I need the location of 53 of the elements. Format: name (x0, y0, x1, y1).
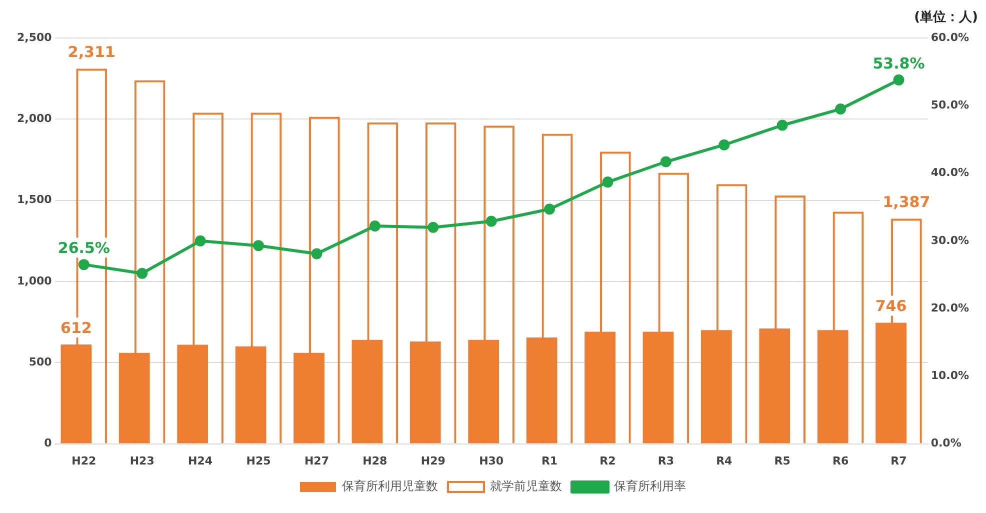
x-tick-label: H24 (188, 454, 213, 468)
x-tick-label: R1 (541, 454, 558, 468)
y-tick-label: 0 (44, 436, 52, 450)
y-tick-label: 2,500 (16, 30, 52, 44)
x-tick-label: H28 (362, 454, 388, 468)
text: (単位：人) (914, 9, 978, 27)
data-label: 1,387 (882, 193, 930, 212)
point (136, 268, 148, 279)
x-tick-label: R6 (832, 454, 849, 468)
y2-tick-label: 40.0% (930, 166, 970, 180)
x-tick-label: H27 (304, 454, 329, 468)
y2-tick-label: 10.0% (930, 369, 970, 382)
point (718, 139, 730, 150)
point (893, 74, 904, 86)
point (78, 259, 90, 270)
point (486, 216, 497, 227)
point (253, 240, 264, 252)
point (835, 104, 846, 115)
legend-label: 保育所利用率 (614, 479, 686, 494)
y-tick-label: 2,000 (16, 112, 52, 126)
data-label: 26.5% (58, 238, 110, 257)
point (602, 176, 614, 188)
x-tick-label: H22 (72, 454, 96, 468)
data-label: 2,311 (68, 43, 116, 62)
y-tick-label: 1,500 (16, 193, 52, 206)
point (428, 222, 439, 233)
point (544, 204, 556, 215)
point (194, 235, 206, 246)
x-tick-label: H30 (479, 454, 504, 468)
x-tick-label: H25 (246, 454, 271, 468)
y2-tick-label: 0.0% (930, 436, 962, 450)
point (776, 120, 788, 131)
point (660, 156, 672, 168)
y2-tick-label: 60.0% (930, 30, 970, 44)
y2-tick-label: 20.0% (930, 301, 970, 314)
x-tick-label: R5 (774, 454, 790, 468)
data-label: 746 (875, 297, 907, 316)
y2-tick-label: 50.0% (930, 98, 970, 112)
y-tick-label: 500 (28, 356, 52, 368)
y2-tick-label: 30.0% (930, 234, 970, 247)
x-tick-label: R3 (658, 454, 674, 468)
x-tick-label: R4 (716, 454, 733, 468)
data-label: 53.8% (872, 54, 925, 72)
legend-label: 就学前児童数 (490, 479, 562, 494)
point (311, 248, 322, 260)
x-tick-label: R2 (600, 454, 616, 468)
legend-label: 保育所利用児童数 (342, 479, 438, 494)
x-tick-label: H23 (130, 454, 154, 468)
data-label: 612 (60, 318, 92, 337)
x-tick-label: R7 (890, 454, 907, 468)
x-tick-label: H29 (420, 454, 446, 468)
y-tick-label: 1,000 (16, 274, 52, 288)
point (369, 220, 380, 232)
